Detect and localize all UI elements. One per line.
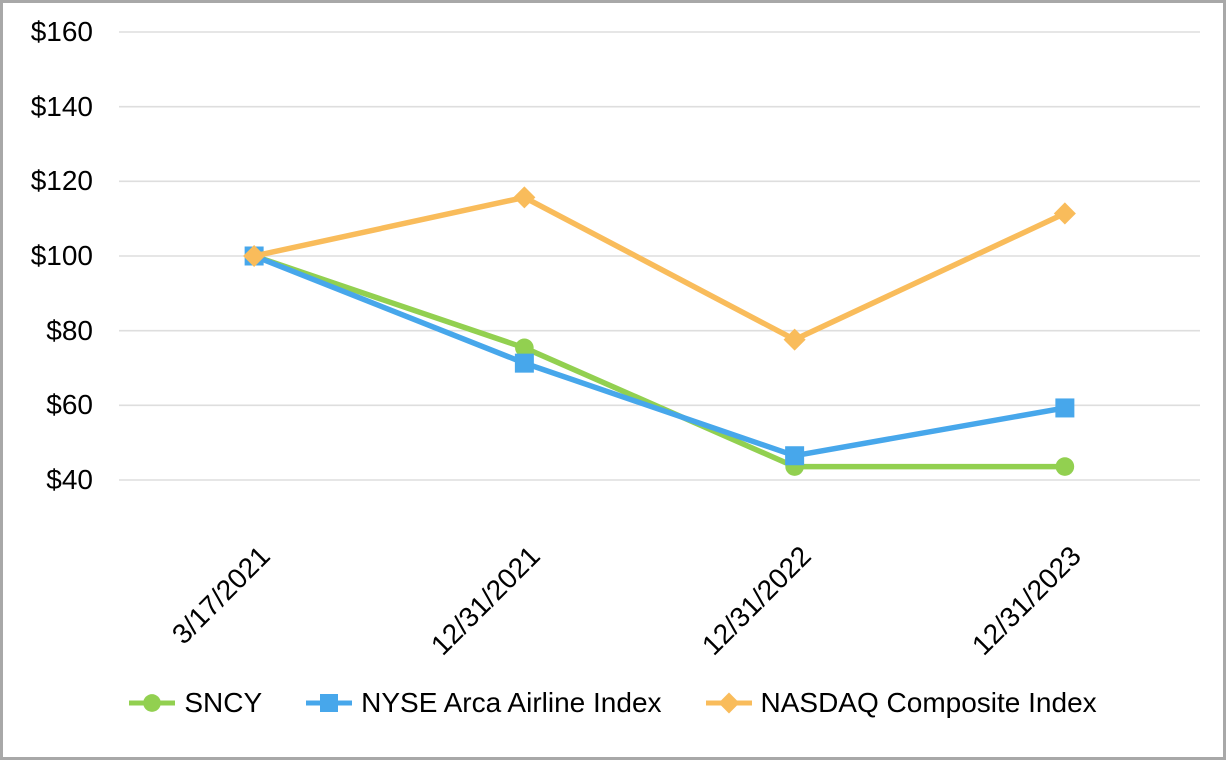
y-axis-tick-label: $160 [30, 16, 93, 47]
y-axis-tick-label: $100 [30, 240, 93, 271]
chart-legend: SNCY NYSE Arca Airline Index NASDAQ Compos… [3, 687, 1223, 719]
y-axis-tick-label: $60 [46, 389, 93, 421]
legend-label: NYSE Arca Airline Index [361, 687, 662, 718]
data-point-circle [515, 338, 534, 358]
y-axis-tick-label: $120 [30, 165, 93, 197]
data-point-diamond [783, 328, 806, 351]
legend-item-sncy: SNCY [129, 687, 262, 719]
y-axis-tick-label: $40 [46, 464, 93, 495]
legend-circle-marker-icon [129, 694, 176, 712]
data-point-square [1055, 398, 1075, 418]
data-point-square [320, 694, 339, 712]
data-point-diamond [1053, 202, 1076, 225]
legend-label: SNCY [184, 687, 263, 718]
plot-area [119, 31, 1200, 481]
data-point-diamond [243, 244, 266, 268]
data-point-square [514, 353, 534, 373]
y-axis-tick-label: $140 [30, 90, 93, 122]
legend-label: NASDAQ Composite Index [760, 687, 1097, 718]
series-line-square [251, 253, 1068, 459]
data-point-diamond [718, 692, 739, 714]
y-axis-tick-label: $80 [46, 314, 93, 346]
data-point-square [785, 446, 805, 466]
data-point-circle [143, 694, 162, 712]
data-point-circle [1055, 457, 1075, 476]
legend-diamond-marker-icon [705, 692, 752, 714]
series-line-diamond [251, 194, 1068, 343]
data-point-diamond [513, 186, 536, 209]
legend-item-nyse-arca-airline-index: NYSE Arca Airline Index [306, 687, 662, 719]
legend-square-marker-icon [306, 694, 353, 712]
series-line-circle [251, 253, 1068, 470]
legend-item-nasdaq-composite-index: NASDAQ Composite Index [705, 687, 1097, 719]
